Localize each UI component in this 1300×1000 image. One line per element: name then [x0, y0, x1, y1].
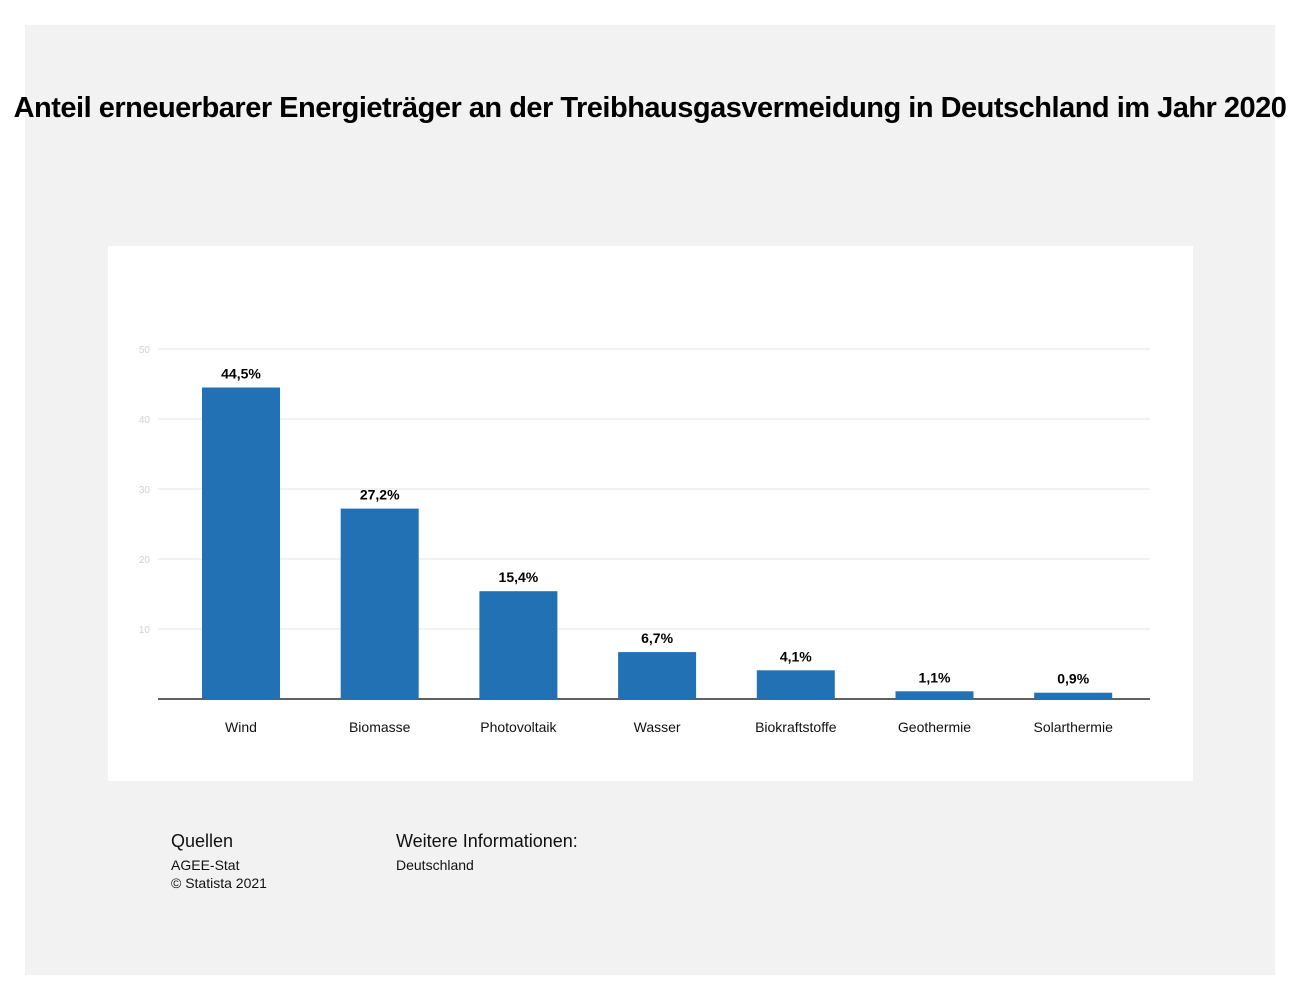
bar — [202, 387, 280, 699]
x-tick-label: Photovoltaik — [480, 719, 557, 735]
y-tick-label: 40 — [139, 415, 151, 426]
x-tick-label: Wind — [225, 719, 257, 735]
x-tick-label: Solarthermie — [1034, 719, 1114, 735]
bar — [340, 508, 419, 699]
y-tick-label: 30 — [139, 485, 151, 496]
sources-section: Quellen AGEE-Stat © Statista 2021 — [171, 832, 267, 892]
data-label: 1,1% — [919, 669, 951, 685]
bar — [756, 670, 835, 699]
chart-title: Anteil erneuerbarer Energieträger an der… — [13, 92, 1287, 124]
bar — [895, 691, 974, 699]
y-tick-label: 50 — [139, 345, 151, 356]
bar — [1034, 692, 1113, 699]
y-tick-label: 10 — [139, 625, 151, 636]
y-tick-label: 20 — [139, 555, 151, 566]
bar — [479, 591, 558, 699]
copyright: © Statista 2021 — [171, 875, 267, 891]
info-heading: Weitere Informationen: — [396, 831, 578, 851]
data-label: 6,7% — [641, 630, 673, 646]
data-label: 44,5% — [221, 366, 261, 382]
x-tick-label: Geothermie — [898, 719, 971, 735]
data-label: 27,2% — [360, 487, 400, 503]
data-label: 4,1% — [780, 648, 812, 664]
chart-card: 10 20 30 40 50 44,5% Wind 27,2% Biomasse 15,4% Pho… — [108, 246, 1193, 781]
data-label: 0,9% — [1057, 671, 1089, 687]
x-tick-label: Biomasse — [349, 719, 411, 735]
data-label: 15,4% — [499, 569, 539, 585]
info-section: Weitere Informationen: Deutschland — [396, 832, 578, 874]
x-tick-label: Biokraftstoffe — [755, 719, 837, 735]
x-tick-label: Wasser — [634, 719, 681, 735]
info-item: Deutschland — [396, 857, 474, 873]
bar — [618, 652, 697, 699]
source-item: AGEE-Stat — [171, 857, 240, 873]
bar-chart: 10 20 30 40 50 44,5% Wind 27,2% Biomasse 15,4% Pho… — [139, 345, 1150, 735]
sources-heading: Quellen — [171, 831, 234, 851]
